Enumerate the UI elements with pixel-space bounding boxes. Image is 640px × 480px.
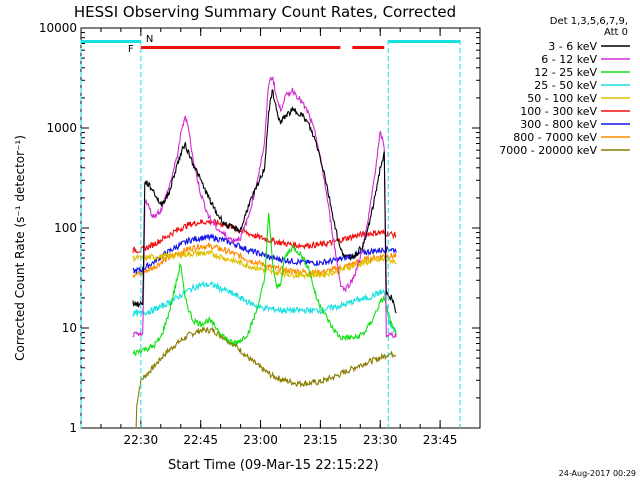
series-25-50keV-line bbox=[132, 280, 397, 335]
axes: 1 10 100 1000 10000 22:30 22:45 23:00 23:15 23:30… bbox=[39, 21, 481, 447]
y-axis-label: Corrected Count Rate (s⁻¹ detector⁻¹) bbox=[13, 135, 27, 361]
footer-date: 24-Aug-2017 00:29 bbox=[559, 469, 636, 478]
y-tick-label: 10 bbox=[62, 321, 77, 335]
legend-label: 3 - 6 keV bbox=[548, 40, 597, 53]
legend-label: 100 - 300 keV bbox=[520, 105, 597, 118]
flare-bar bbox=[352, 46, 385, 49]
flag-bars: FN bbox=[80, 34, 461, 428]
x-tick-label: 23:15 bbox=[303, 433, 338, 447]
y-tick-label: 100 bbox=[54, 221, 77, 235]
night-bar bbox=[388, 40, 461, 43]
legend-label: 800 - 7000 keV bbox=[513, 131, 597, 144]
legend-label: 7000 - 20000 keV bbox=[499, 144, 597, 157]
x-tick-label: 22:45 bbox=[183, 433, 218, 447]
legend-label: 25 - 50 keV bbox=[534, 79, 597, 92]
legend-header: Det 1,3,5,6,7,9, bbox=[550, 16, 628, 27]
night-flag-label: N bbox=[146, 34, 153, 45]
series-12-25keV-line bbox=[132, 212, 397, 357]
series-100-300keV-line bbox=[132, 218, 397, 254]
legend-label: 50 - 100 keV bbox=[527, 92, 597, 105]
y-tick-label: 1000 bbox=[46, 121, 77, 135]
series-lines bbox=[132, 75, 397, 429]
night-bar bbox=[81, 40, 141, 43]
legend-label: 12 - 25 keV bbox=[534, 66, 597, 79]
flare-flag-label: F bbox=[128, 44, 134, 55]
series-7000-20000keV-line bbox=[135, 326, 397, 429]
x-tick-label: 23:00 bbox=[243, 433, 278, 447]
legend-header: Att 0 bbox=[604, 27, 628, 38]
y-tick-label: 1 bbox=[69, 421, 77, 435]
legend-label: 300 - 800 keV bbox=[520, 118, 597, 131]
series-6-12keV-line bbox=[132, 75, 397, 339]
x-tick-label: 23:30 bbox=[363, 433, 398, 447]
x-tick-label: 23:45 bbox=[423, 433, 458, 447]
series-3-6keV-line bbox=[132, 89, 397, 314]
x-axis-label: Start Time (09-Mar-15 22:15:22) bbox=[168, 458, 379, 473]
y-tick-label: 10000 bbox=[39, 21, 77, 35]
x-tick-label: 22:30 bbox=[124, 433, 159, 447]
chart-title: HESSI Observing Summary Count Rates, Cor… bbox=[74, 3, 456, 21]
series-50-100keV-line bbox=[132, 249, 397, 280]
flare-bar bbox=[140, 46, 341, 49]
legend-label: 6 - 12 keV bbox=[541, 53, 597, 66]
series-800-7000keV-line bbox=[132, 241, 397, 279]
